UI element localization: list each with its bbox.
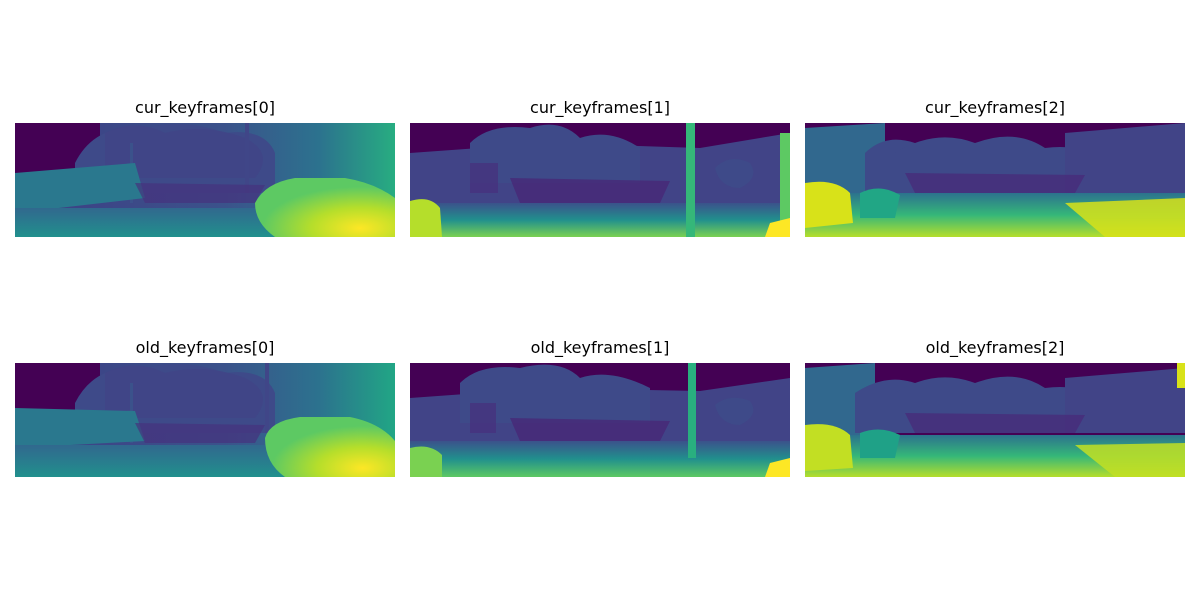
depth-map-image: [15, 363, 395, 477]
panel-title-cur-0: cur_keyframes[0]: [135, 98, 275, 117]
depth-map-image: [805, 363, 1185, 477]
panel-title-cur-1: cur_keyframes[1]: [530, 98, 670, 117]
depth-map-image: [805, 123, 1185, 237]
panel-title-old-0: old_keyframes[0]: [135, 338, 275, 357]
depth-map-image: [410, 363, 790, 477]
panel-title-old-2: old_keyframes[2]: [925, 338, 1065, 357]
panel-title-cur-2: cur_keyframes[2]: [925, 98, 1065, 117]
panel-title-old-1: old_keyframes[1]: [530, 338, 670, 357]
depth-map-image: [15, 123, 395, 237]
depth-map-image: [410, 123, 790, 237]
